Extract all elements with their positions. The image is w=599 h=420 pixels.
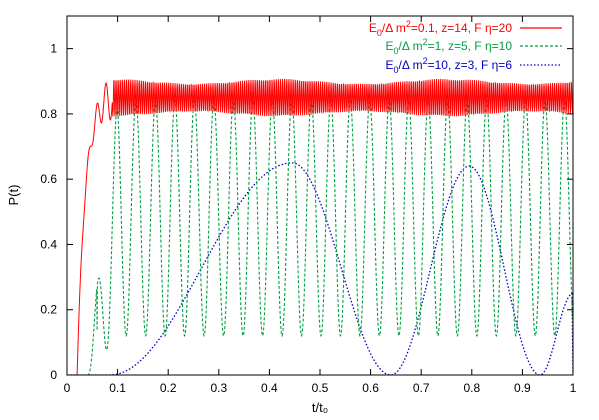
- legend-label-part: 2: [423, 56, 428, 66]
- series-layer: [67, 78, 573, 375]
- x-tick-label: 0.8: [463, 381, 480, 395]
- y-tick-label: 0.6: [40, 172, 57, 186]
- legend-label-part: =1, z=5, F η=10: [428, 39, 513, 53]
- legend-label-part: E: [386, 58, 394, 72]
- legend-label: E0/Δ m2=0.1, z=14, F η=20: [369, 19, 512, 38]
- x-tick-label: 0.4: [261, 381, 278, 395]
- x-tick-label: 0.1: [109, 381, 126, 395]
- legend-label-part: E: [369, 21, 377, 35]
- y-tick-label: 0.4: [40, 237, 57, 251]
- x-tick-label: 0.5: [312, 381, 329, 395]
- legend-label-part: /Δ m: [382, 21, 406, 35]
- x-axis-label: t/t₀: [312, 400, 328, 415]
- y-tick-label: 0.8: [40, 107, 57, 121]
- legend-label-part: 0: [394, 46, 399, 56]
- x-tick-label: 0.6: [362, 381, 379, 395]
- x-tick-label: 0: [64, 381, 71, 395]
- ticks-layer: 0 0.1 0.2 0.3 0.4 0.5 0.6 0.7 0.8 0.9 1 0 0.2 0.4 0.6 0…: [40, 16, 577, 395]
- legend-label-part: =10, z=3, F η=6: [428, 58, 513, 72]
- legend-label-part: 0: [377, 28, 382, 38]
- legend-label-part: 2: [423, 37, 428, 47]
- y-axis-label: P(t): [6, 185, 21, 206]
- legend-label-part: E: [386, 39, 394, 53]
- x-tick-label: 0.7: [413, 381, 430, 395]
- legend-label-part: =0.1, z=14, F η=20: [411, 21, 512, 35]
- x-tick-label: 0.3: [210, 381, 227, 395]
- x-tick-label: 1: [570, 381, 577, 395]
- series-2-line: [67, 100, 573, 375]
- y-tick-label: 0.2: [40, 303, 57, 317]
- series-3-line: [67, 162, 573, 375]
- x-tick-label: 0.2: [160, 381, 177, 395]
- y-tick-label: 0: [50, 368, 57, 382]
- legend-label-part: 2: [406, 19, 411, 29]
- x-tick-label: 0.9: [514, 381, 531, 395]
- legend-label-part: /Δ m: [399, 58, 423, 72]
- series-1-line: [67, 78, 573, 375]
- legend-label: E0/Δ m2=10, z=3, F η=6: [386, 56, 513, 75]
- legend-label: E0/Δ m2=1, z=5, F η=10: [386, 37, 513, 56]
- y-tick-label: 1: [50, 42, 57, 56]
- legend-label-part: 0: [394, 65, 399, 75]
- legend-label-part: /Δ m: [399, 39, 423, 53]
